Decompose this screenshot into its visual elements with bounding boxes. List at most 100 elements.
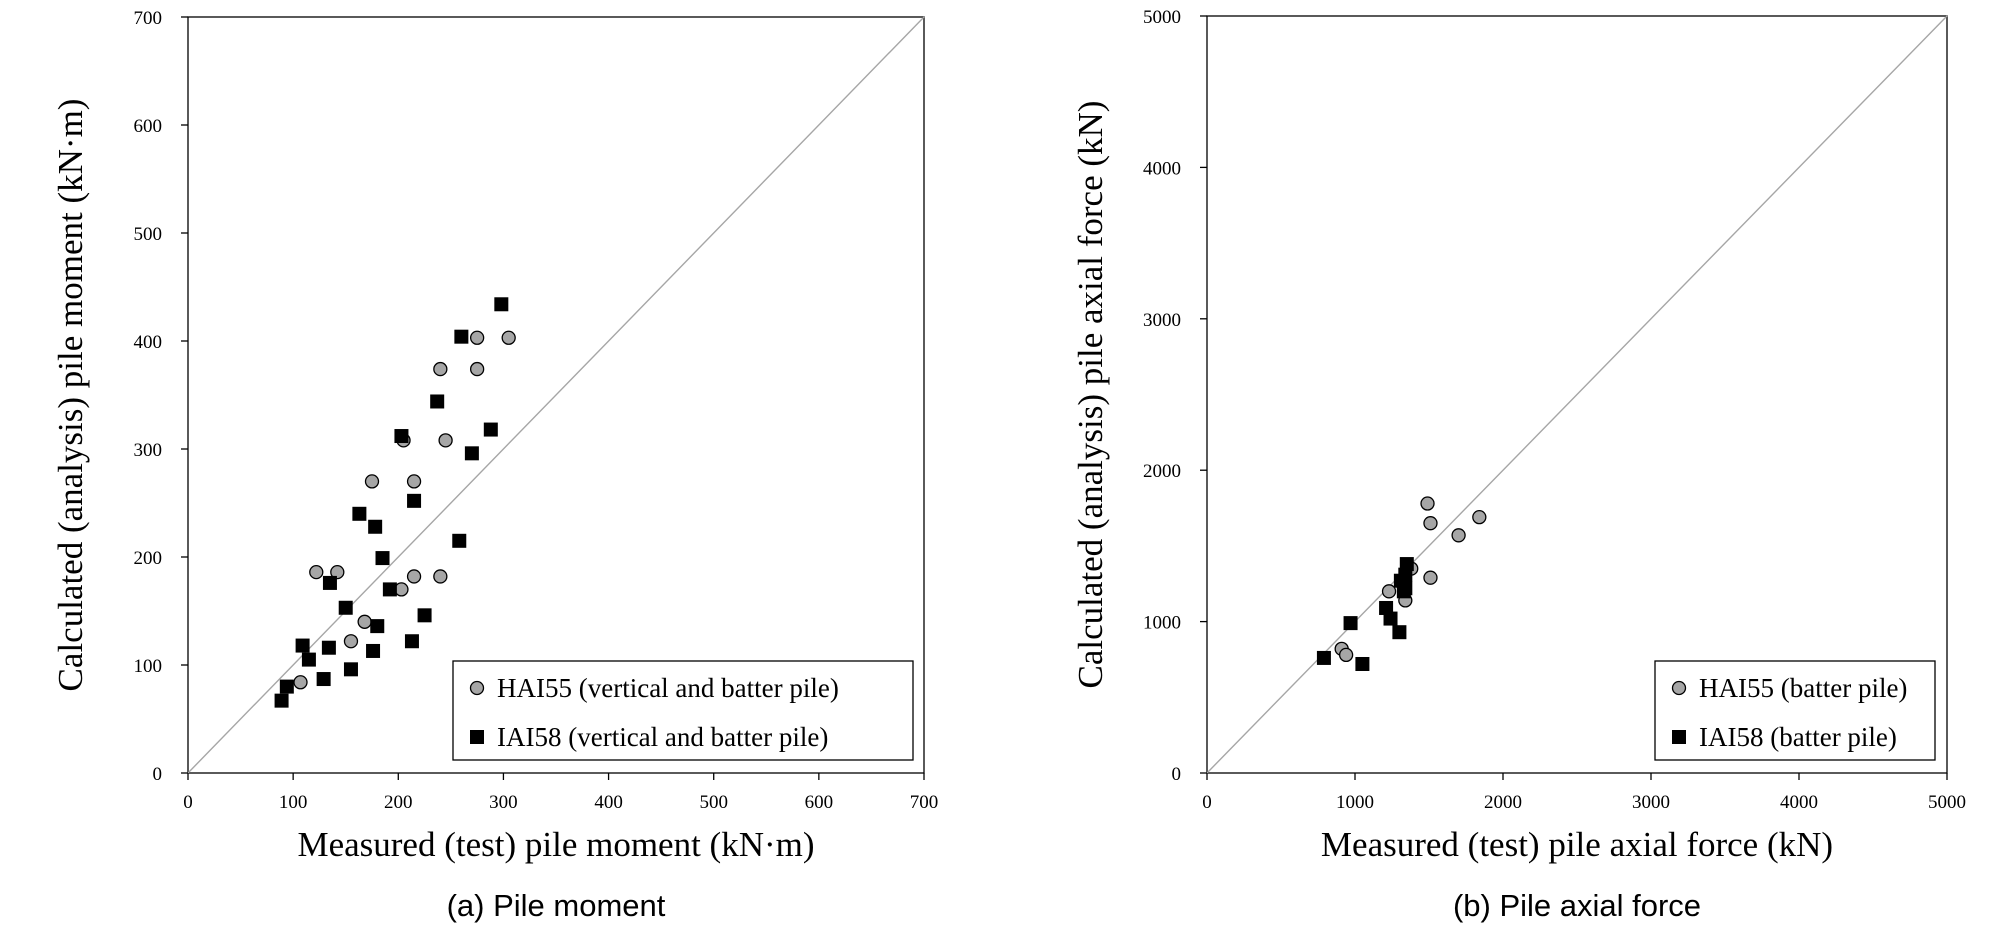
reference-line xyxy=(1206,15,1948,774)
legend-marker xyxy=(470,730,484,744)
legend-box xyxy=(1654,660,1936,761)
x-axis-label: Measured (test) pile moment (kN·m) xyxy=(297,825,814,864)
x-tick-label: 500 xyxy=(699,792,728,813)
y-tick-label: 1000 xyxy=(1143,613,1181,634)
series-2 xyxy=(274,297,509,708)
x-tick-label: 3000 xyxy=(1632,792,1670,813)
data-point-square xyxy=(1398,567,1413,582)
y-tick-label: 3000 xyxy=(1143,310,1181,331)
legend: HAI55 (vertical and batter pile) IAI58 (v… xyxy=(452,660,914,761)
data-point-square xyxy=(404,634,419,649)
data-point-circle xyxy=(309,564,324,580)
x-tick-label: 100 xyxy=(279,792,308,813)
data-point-square xyxy=(454,329,469,344)
x-tick-label: 200 xyxy=(384,792,413,813)
data-point-square xyxy=(274,693,289,708)
y-tick-label: 300 xyxy=(134,440,163,461)
plot-area xyxy=(187,16,925,774)
data-point-square xyxy=(322,575,337,590)
legend-label: IAI58 (batter pile) xyxy=(1699,722,1897,752)
series-2 xyxy=(1316,557,1414,671)
data-point-circle xyxy=(1423,516,1438,531)
data-point-circle xyxy=(343,634,359,649)
x-tick-label: 400 xyxy=(594,792,623,813)
data-point-circle xyxy=(469,330,485,345)
data-point-square xyxy=(1399,557,1414,572)
data-point-square xyxy=(407,493,422,508)
data-point-circle xyxy=(330,564,345,580)
y-axis-label: Calculated (analysis) pile axial force (… xyxy=(1071,101,1110,689)
data-point-square xyxy=(417,608,432,623)
data-point-circle xyxy=(438,433,453,448)
data-point-square xyxy=(316,672,331,687)
series-1 xyxy=(293,330,516,690)
x-tick-label: 2000 xyxy=(1484,792,1522,813)
data-point-square xyxy=(321,640,336,655)
y-tick-label: 2000 xyxy=(1143,461,1181,482)
x-tick-label: 700 xyxy=(910,792,939,813)
data-point-square xyxy=(1355,656,1370,671)
data-point-square xyxy=(366,643,381,658)
data-point-square xyxy=(494,297,509,312)
x-tick-label: 300 xyxy=(489,792,518,813)
data-point-square xyxy=(394,429,409,444)
data-point-square xyxy=(1379,600,1394,615)
data-point-square xyxy=(464,446,479,461)
y-tick-label: 5000 xyxy=(1143,7,1181,28)
series-1 xyxy=(1334,496,1487,663)
legend: HAI55 (batter pile) IAI58 (batter pile) xyxy=(1654,660,1936,761)
plot-area xyxy=(1206,15,1948,774)
data-point-square xyxy=(370,619,385,634)
x-tick-label: 0 xyxy=(1202,792,1212,813)
legend-marker xyxy=(1671,680,1687,696)
data-point-square xyxy=(301,652,316,667)
data-point-circle xyxy=(1338,647,1354,663)
y-tick-label: 400 xyxy=(134,332,163,353)
y-axis-label: Calculated (analysis) pile moment (kN·m) xyxy=(51,99,90,692)
data-point-square xyxy=(338,600,353,615)
data-point-circle xyxy=(1420,496,1435,511)
data-point-circle xyxy=(1423,570,1438,585)
data-point-square xyxy=(1398,581,1413,596)
data-point-square xyxy=(375,551,390,566)
x-tick-label: 1000 xyxy=(1336,792,1374,813)
data-point-square xyxy=(1343,616,1358,631)
data-point-circle xyxy=(433,361,448,377)
data-point-circle xyxy=(469,361,485,377)
data-point-circle xyxy=(1472,509,1487,525)
y-tick-label: 0 xyxy=(153,764,163,785)
data-point-square xyxy=(1383,611,1398,626)
data-point-square xyxy=(343,662,358,677)
y-tick-label: 700 xyxy=(134,8,163,29)
data-point-square xyxy=(352,506,367,521)
data-point-square xyxy=(483,422,498,437)
data-point-circle xyxy=(364,474,380,489)
reference-line xyxy=(187,16,925,774)
data-point-square xyxy=(382,582,397,597)
legend-marker xyxy=(1672,730,1686,744)
x-axis-label: Measured (test) pile axial force (kN) xyxy=(1321,825,1833,864)
legend-label: HAI55 (batter pile) xyxy=(1699,673,1907,703)
data-point-circle xyxy=(293,675,308,690)
data-point-circle xyxy=(1381,584,1397,599)
legend-label: HAI55 (vertical and batter pile) xyxy=(497,673,839,703)
data-point-square xyxy=(1392,625,1407,640)
y-tick-label: 600 xyxy=(134,116,163,137)
data-point-square xyxy=(368,519,383,534)
y-tick-label: 100 xyxy=(134,656,163,677)
data-point-square xyxy=(430,394,445,409)
figure-caption: (a) Pile moment xyxy=(447,888,666,923)
x-tick-label: 600 xyxy=(805,792,834,813)
y-tick-label: 500 xyxy=(134,224,163,245)
data-point-circle xyxy=(357,614,372,629)
chart-panel-1: 0 100 200 300 400 500 600 700 0 100 200 300 400 500 60… xyxy=(51,8,938,923)
data-point-circle xyxy=(433,569,448,584)
data-point-square xyxy=(279,679,294,694)
chart-panel-2: 0 1000 2000 3000 4000 5000 0 1000 2000 3000 4000 50… xyxy=(1071,7,1966,923)
y-tick-label: 4000 xyxy=(1143,158,1181,179)
x-tick-label: 0 xyxy=(183,792,193,813)
data-point-square xyxy=(295,638,310,653)
data-point-circle xyxy=(501,330,516,345)
data-point-circle xyxy=(1451,528,1466,543)
x-tick-label: 4000 xyxy=(1780,792,1818,813)
